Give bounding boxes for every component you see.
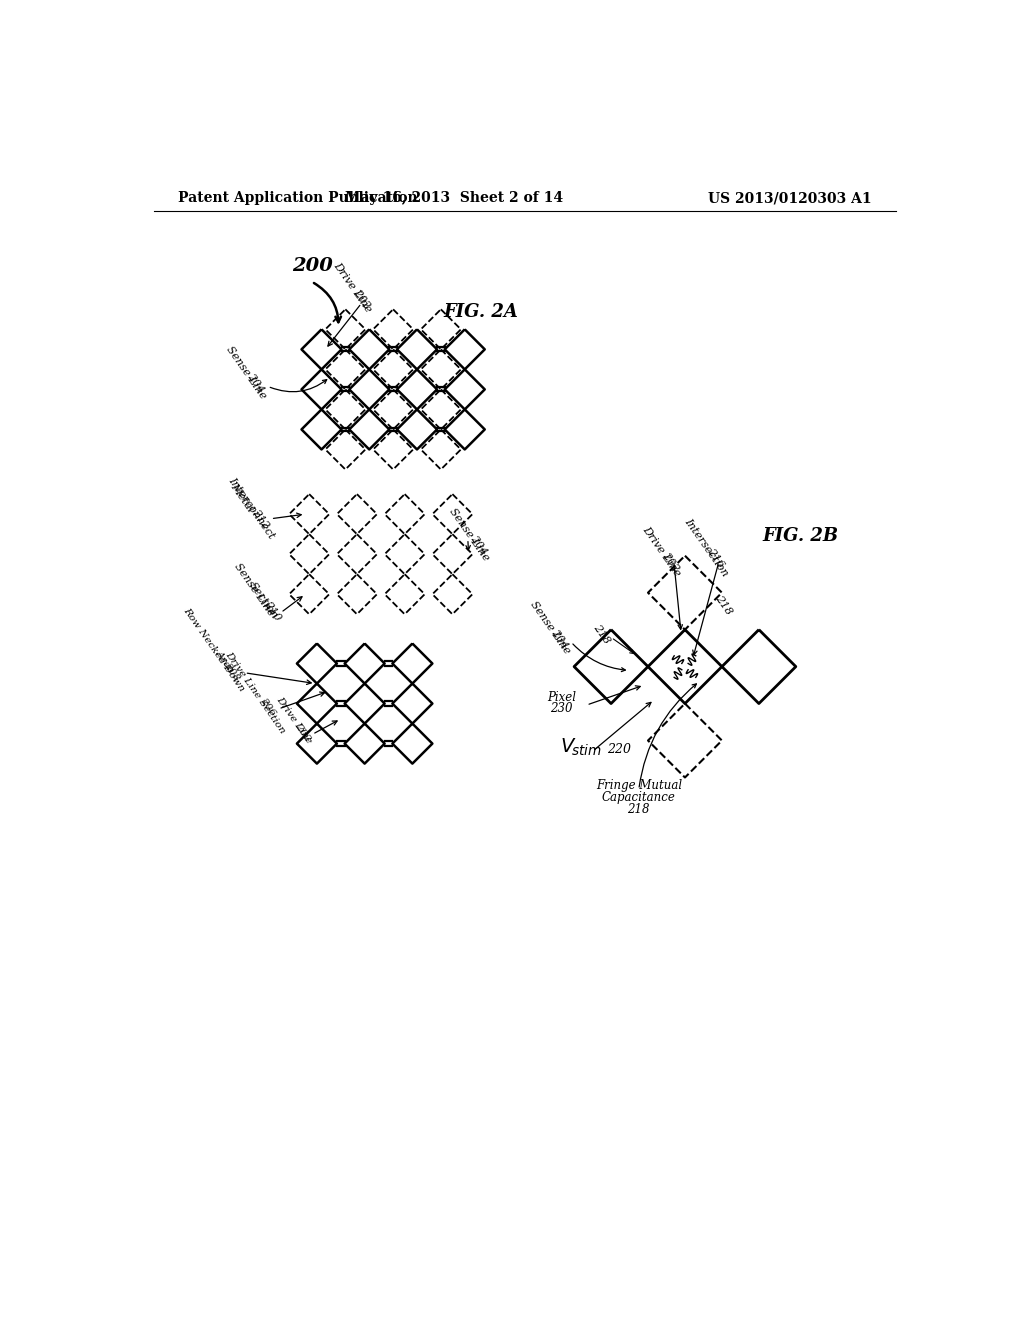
Text: 210: 210 xyxy=(262,599,283,623)
Text: 204: 204 xyxy=(549,627,569,651)
Text: 208: 208 xyxy=(223,660,242,682)
Text: 200: 200 xyxy=(292,257,333,275)
Text: 218: 218 xyxy=(628,803,650,816)
Text: 204: 204 xyxy=(245,372,265,395)
Text: Fringe Mutual: Fringe Mutual xyxy=(596,779,682,792)
Text: Interconnect: Interconnect xyxy=(226,475,276,541)
Text: FIG. 2B: FIG. 2B xyxy=(763,527,839,545)
Text: 212: 212 xyxy=(251,507,271,531)
Text: 216: 216 xyxy=(706,546,726,570)
Text: Row Necked-Down: Row Necked-Down xyxy=(181,606,246,693)
Text: Sense Line: Sense Line xyxy=(224,345,268,401)
Text: Sense Line: Sense Line xyxy=(447,506,492,562)
Text: Drive Line: Drive Line xyxy=(332,261,374,314)
Text: $V_{\!stim}$: $V_{\!stim}$ xyxy=(560,737,602,758)
Text: 202: 202 xyxy=(294,722,312,743)
Text: 202: 202 xyxy=(660,550,681,573)
Text: Drive Line: Drive Line xyxy=(274,696,313,746)
Text: FIG. 2A: FIG. 2A xyxy=(443,304,518,321)
Text: Drive Line Section: Drive Line Section xyxy=(223,651,287,735)
Text: May 16, 2013  Sheet 2 of 14: May 16, 2013 Sheet 2 of 14 xyxy=(345,191,563,206)
Text: 230: 230 xyxy=(551,702,573,714)
Text: Section: Section xyxy=(247,581,280,620)
Text: 202: 202 xyxy=(351,286,372,310)
Text: Pixel: Pixel xyxy=(547,690,577,704)
Text: Capacitance: Capacitance xyxy=(602,791,676,804)
Text: Drive Line: Drive Line xyxy=(641,524,683,578)
Text: Area: Area xyxy=(214,649,236,675)
Text: Sense Line: Sense Line xyxy=(528,599,572,656)
Text: Metal: Metal xyxy=(228,480,256,513)
Text: 220: 220 xyxy=(607,743,631,756)
Text: 218: 218 xyxy=(592,623,612,645)
Text: 204: 204 xyxy=(468,533,488,557)
Text: US 2013/0120303 A1: US 2013/0120303 A1 xyxy=(708,191,871,206)
Text: 206: 206 xyxy=(258,696,278,717)
Text: Sense Line: Sense Line xyxy=(231,561,275,618)
Text: Patent Application Publication: Patent Application Publication xyxy=(178,191,418,206)
Text: 218: 218 xyxy=(714,594,733,616)
Text: Intersection: Intersection xyxy=(683,516,730,578)
